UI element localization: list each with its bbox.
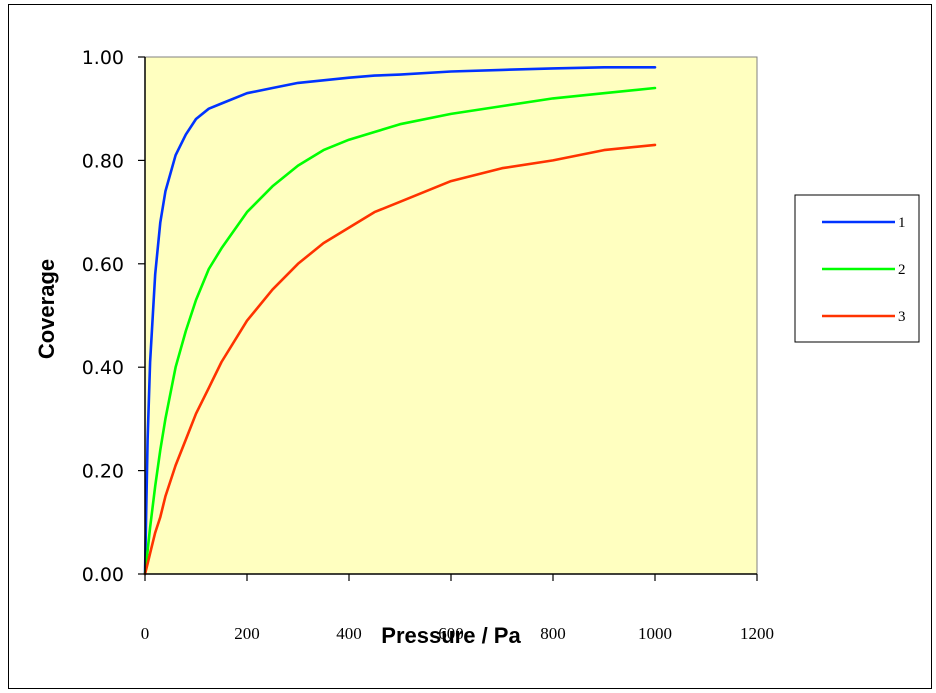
y-tick-label: 0.00: [82, 564, 124, 586]
y-tick-label: 0.80: [82, 150, 124, 172]
series-line-2: [143, 86, 657, 576]
x-tick-label: 0: [141, 624, 150, 643]
x-tick-label: 1200: [740, 624, 774, 643]
legend-label-1: 1: [898, 215, 906, 231]
y-axis-title: Coverage: [34, 259, 59, 359]
y-tick-label: 0.60: [82, 254, 124, 276]
series-line-3: [143, 143, 657, 576]
series-line-1: [143, 66, 657, 576]
legend-label-3: 3: [898, 309, 906, 325]
x-tick-label: 800: [540, 624, 566, 643]
series-lines: [143, 66, 657, 576]
x-tick-label: 200: [234, 624, 260, 643]
y-tick-label: 0.20: [82, 461, 124, 483]
legend-items: 1 2 3: [822, 215, 906, 325]
x-tick-label: 1000: [638, 624, 672, 643]
x-tick-label: 400: [336, 624, 362, 643]
y-ticks: 0.00 0.20 0.40 0.60 0.80 1.00: [82, 47, 145, 586]
y-tick-label: 1.00: [82, 47, 124, 69]
y-tick-label: 0.40: [82, 357, 124, 379]
legend-label-2: 2: [898, 262, 906, 278]
legend: 1 2 3: [794, 194, 920, 343]
x-tick-label: 600: [438, 624, 464, 643]
plot-area: [144, 56, 758, 575]
x-axis-title: Pressure / Pa: [381, 623, 521, 648]
x-ticks: 0 200 400 600 800 1000 1200: [141, 574, 774, 643]
